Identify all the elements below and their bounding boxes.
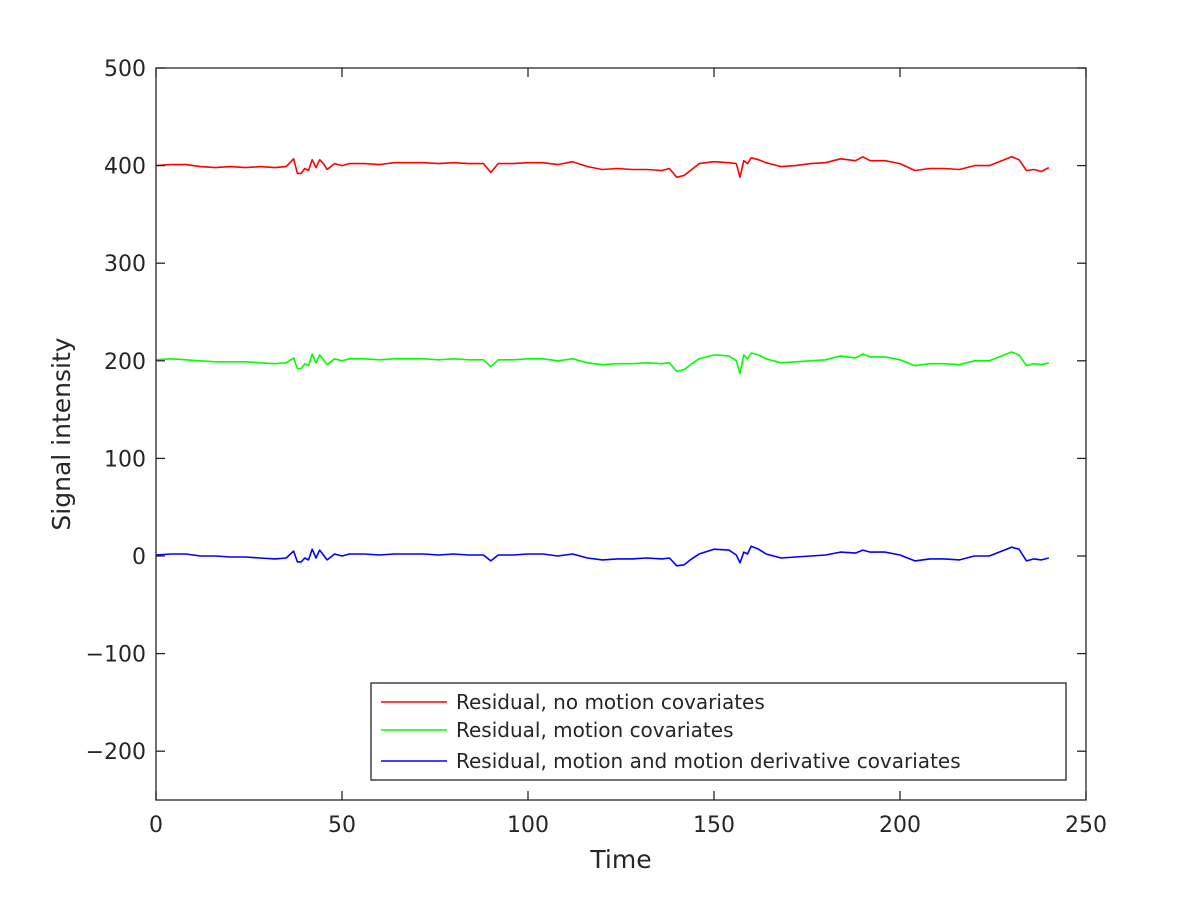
legend-box [370, 682, 1067, 781]
y-tick-label: 500 [104, 57, 146, 82]
legend-label: Residual, no motion covariates [456, 690, 765, 714]
axis-ticks: 0 50 100 150 200 250 −200 −100 0 100 200 300 400 500 [86, 57, 1107, 838]
x-tick-label: 200 [879, 813, 921, 838]
y-tick-label: 100 [104, 447, 146, 472]
y-tick-label: 0 [132, 545, 146, 570]
series-line [155, 351, 1049, 375]
x-tick-label: 0 [149, 813, 163, 838]
y-tick-label: 300 [104, 252, 146, 277]
x-tick-label: 150 [693, 813, 735, 838]
plot-area-frame [155, 67, 1087, 801]
legend-label: Residual, motion covariates [456, 718, 734, 742]
x-axis-title: Time [589, 845, 651, 874]
x-tick-label: 100 [507, 813, 549, 838]
series-line [155, 545, 1049, 567]
x-tick-label: 250 [1065, 813, 1107, 838]
legend: Residual, no motion covariates Residual, … [370, 682, 1067, 781]
series-layer [155, 156, 1050, 567]
x-tick-label: 50 [328, 813, 356, 838]
y-tick-label: −100 [86, 643, 146, 668]
legend-label: Residual, motion and motion derivative c… [456, 749, 961, 773]
y-tick-label: 400 [104, 155, 146, 180]
y-tick-label: −200 [86, 740, 146, 765]
y-axis-title: Signal intensity [47, 337, 76, 530]
legend-items: Residual, no motion covariates Residual, … [381, 690, 961, 773]
series-line [155, 156, 1050, 179]
y-tick-label: 200 [104, 350, 146, 375]
